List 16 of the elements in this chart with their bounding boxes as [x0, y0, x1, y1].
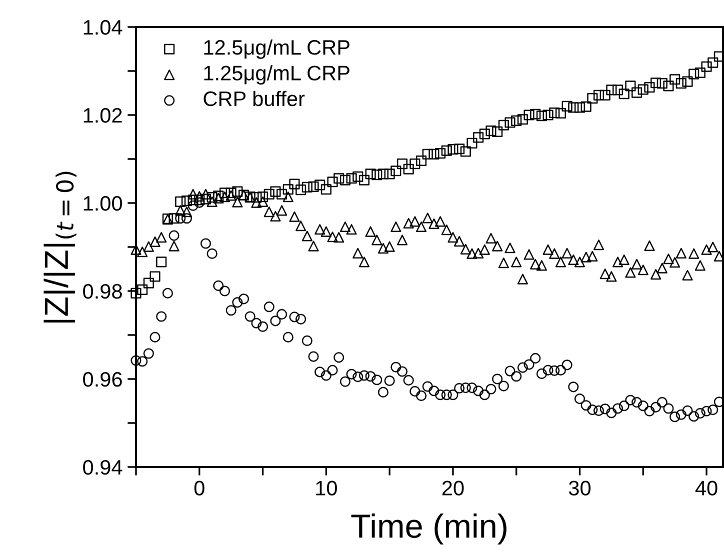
x-tick-label: 40	[695, 480, 718, 496]
x-tick-label: 10	[316, 480, 337, 496]
legend-label: 12.5μg/mL CRP	[204, 40, 350, 59]
x-tick-label: 0	[194, 480, 204, 496]
y-tick-label: 0.96	[83, 372, 122, 387]
y-tick-label: 1.02	[84, 108, 122, 123]
legend-label: CRP buffer	[204, 90, 305, 106]
y-tick-label: 1.04	[84, 20, 122, 35]
y-axis-title: |Z|/|Z|$_{(t=0)}$	[44, 172, 76, 323]
y-tick-label: 0.94	[83, 460, 122, 475]
x-tick-label: 30	[568, 480, 591, 496]
x-axis-title: Time (min)	[351, 514, 506, 545]
x-tick-label: 20	[442, 480, 464, 496]
text: 1.00	[84, 196, 122, 211]
y-tick-label: 0.98	[83, 284, 122, 299]
legend-label: 1.25μg/mL CRP	[204, 65, 350, 85]
